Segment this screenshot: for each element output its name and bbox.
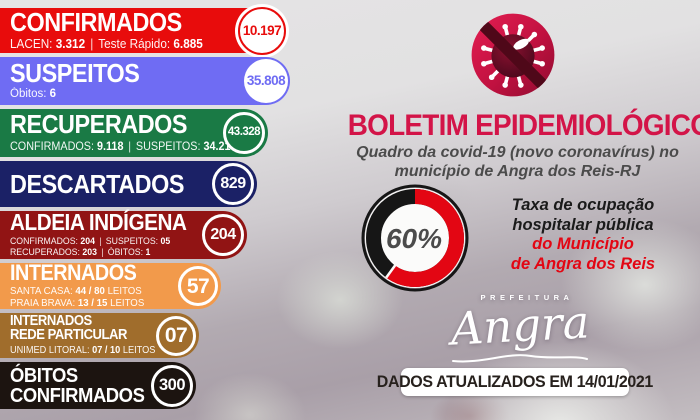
stat-badge-aldeia-indigena: 204 (202, 214, 244, 256)
no-covid-virus-svg (471, 13, 555, 97)
detail-label: Teste Rápido: (98, 37, 171, 52)
detail-value: 07 / 10 (92, 344, 121, 356)
detail-label: UNIMED LITORAL: (10, 344, 90, 356)
stat-detail: UNIMED LITORAL: 07 / 10 LEITOS (10, 345, 155, 356)
stat-bar-suspeitos: SUSPEITOS Óbitos: 6 35.808 (0, 57, 290, 105)
detail-label: LACEN: (10, 37, 53, 52)
stat-badge-confirmados: 10.197 (238, 6, 286, 55)
occupancy-donut-gauge: 60% (361, 184, 469, 292)
occupancy-text: Taxa de ocupação hospitalar pública do M… (492, 196, 674, 274)
updated-date-badge: DADOS ATUALIZADOS EM 14/01/2021 (377, 368, 653, 396)
occupancy-line3: do Município (532, 235, 634, 253)
detail-label: PRAIA BRAVA: (10, 297, 76, 310)
stat-title: CONFIRMADOS (10, 6, 182, 37)
stat-detail: RECUPERADOS: 203 | ÓBITOS: 1 (10, 247, 150, 258)
stat-bar-text: ÓBITOS CONFIRMADOS (0, 364, 196, 407)
stat-bar-text: ALDEIA INDÍGENA CONFIRMADOS: 204 | SUSPE… (0, 209, 247, 258)
logo-prefeitura-text: PREFEITURA (480, 293, 574, 302)
prefeitura-angra-logo: PREFEITURA Angra (430, 293, 610, 369)
stat-bar-obitos-confirmados: ÓBITOS CONFIRMADOS 300 (0, 362, 196, 409)
stat-detail: CONFIRMADOS: 204 | SUSPEITOS: 05 (10, 236, 170, 247)
stat-detail: CONFIRMADOS: 9.118 | SUSPEITOS: 34.210 (10, 139, 237, 154)
detail-separator: | (101, 246, 104, 258)
detail-value: 203 (82, 246, 97, 258)
detail-value: 05 (160, 235, 171, 247)
stat-badge-recuperados: 43.328 (223, 112, 265, 154)
gauge-percent-label: 60% (386, 223, 442, 254)
detail-value: 6.885 (173, 37, 203, 52)
stat-badge-suspeitos: 35.808 (244, 59, 288, 103)
stat-bar-internados: INTERNADOS SANTA CASA: 44 / 80 LEITOS PR… (0, 259, 221, 309)
stat-title: DESCARTADOS (10, 168, 185, 199)
detail-value: 6 (49, 88, 57, 101)
occupancy-line1: Taxa de ocupação (511, 196, 655, 214)
stat-badge-internados: 57 (178, 266, 218, 306)
detail-value: 3.312 (55, 37, 86, 52)
gauge-filled-arc (366, 189, 464, 287)
detail-value: 9.118 (97, 139, 124, 154)
detail-suffix: LEITOS (110, 297, 145, 310)
stat-bar-descartados: DESCARTADOS 829 (0, 161, 257, 207)
detail-label: CONFIRMADOS: (10, 139, 95, 154)
detail-value: 1 (145, 246, 151, 258)
detail-label: Óbitos: (10, 88, 47, 101)
detail-value: 44 / 80 (75, 285, 105, 298)
bulletin-subtitle-line2: município de Angra dos Reis-RJ (394, 163, 641, 180)
prohibition-slash (471, 13, 555, 97)
stat-title-line2: REDE PARTICULAR (10, 326, 127, 343)
stat-bar-text: INTERNADOS SANTA CASA: 44 / 80 LEITOS PR… (0, 259, 221, 309)
virus-highlight (513, 38, 529, 50)
detail-separator: | (90, 37, 94, 52)
stat-badge-internados-rede: 07 (156, 315, 196, 356)
virus-spike-tips (481, 23, 545, 88)
stat-bar-confirmados: CONFIRMADOS LACEN: 3.312 | Teste Rápido:… (0, 6, 288, 55)
stat-bar-text: SUSPEITOS Óbitos: 6 (0, 57, 290, 102)
stat-bar-internados-rede-particular: INTERNADOS REDE PARTICULAR UNIMED LITORA… (0, 313, 199, 358)
detail-label: CONFIRMADOS: (10, 235, 78, 247)
occupancy-line2: hospitalar pública (512, 215, 654, 234)
stat-badge-descartados: 829 (212, 163, 254, 205)
stat-title: SUSPEITOS (10, 57, 140, 88)
updated-date-text: DADOS ATUALIZADOS EM 14/01/2021 (376, 372, 654, 391)
stat-title: ÓBITOS (10, 364, 78, 388)
detail-label: SUSPEITOS: (135, 139, 201, 154)
detail-suffix: LEITOS (122, 344, 156, 356)
detail-separator: | (128, 139, 132, 154)
bulletin-title: BOLETIM EPIDEMIOLÓGICO (347, 109, 700, 142)
logo-flourish (452, 354, 588, 363)
stat-detail: PRAIA BRAVA: 13 / 15 LEITOS (10, 297, 144, 309)
stat-bar-text: CONFIRMADOS LACEN: 3.312 | Teste Rápido:… (0, 6, 288, 52)
stat-title-line2: CONFIRMADOS (10, 383, 145, 407)
detail-label: RECUPERADOS: (10, 246, 80, 258)
stat-bar-text: DESCARTADOS (0, 168, 257, 199)
stat-detail: LACEN: 3.312 | Teste Rápido: 6.885 (10, 37, 203, 51)
stat-detail: SANTA CASA: 44 / 80 LEITOS (10, 285, 142, 297)
logo-angra-script: Angra (449, 295, 591, 356)
stat-title: INTERNADOS (10, 313, 92, 330)
stat-bar-text: RECUPERADOS CONFIRMADOS: 9.118 | SUSPEIT… (0, 112, 268, 153)
detail-suffix: LEITOS (107, 285, 142, 298)
detail-label: ÓBITOS: (107, 246, 144, 258)
detail-label: SUSPEITOS: (105, 235, 159, 247)
stat-bar-aldeia-indigena: ALDEIA INDÍGENA CONFIRMADOS: 204 | SUSPE… (0, 211, 247, 259)
stat-title: INTERNADOS (10, 259, 137, 285)
stat-bar-text: INTERNADOS REDE PARTICULAR UNIMED LITORA… (0, 313, 199, 356)
bulletin-subtitle-line1: Quadro da covid-19 (novo coronavírus) no (356, 144, 679, 161)
stat-bar-recuperados: RECUPERADOS CONFIRMADOS: 9.118 | SUSPEIT… (0, 109, 268, 157)
gauge-segment-gap (385, 263, 398, 279)
detail-label: SANTA CASA: (10, 285, 73, 298)
no-covid-virus-icon (468, 10, 558, 100)
bulletin-subtitle: Quadro da covid-19 (novo coronavírus) no… (335, 143, 700, 181)
stat-title: ALDEIA INDÍGENA (10, 209, 187, 236)
detail-separator: | (99, 235, 102, 247)
stat-title: RECUPERADOS (10, 109, 188, 140)
gauge-outer-ring (361, 184, 469, 292)
detail-value: 13 / 15 (77, 297, 108, 310)
stat-badge-obitos: 300 (151, 364, 193, 407)
detail-value: 204 (80, 235, 95, 247)
occupancy-line4: de Angra dos Reis (510, 254, 656, 273)
